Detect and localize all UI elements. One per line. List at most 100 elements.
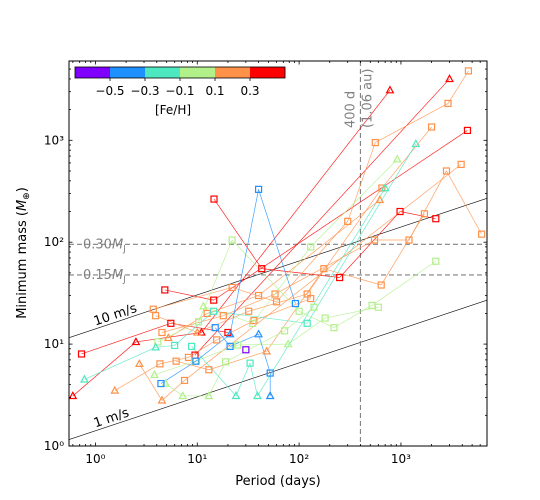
planet-marker-square — [158, 328, 166, 337]
colorbar-tick-label: −0.1 — [165, 84, 194, 98]
planet-marker-square — [242, 346, 250, 354]
planet-marker-triangle — [199, 301, 208, 310]
system-link — [249, 363, 258, 397]
planet-marker-square — [307, 294, 315, 303]
system-link — [208, 361, 226, 397]
system-link — [261, 268, 340, 278]
planet-marker-square — [344, 217, 352, 225]
system-link — [235, 363, 251, 397]
period-reference-label-au: (1.06 au) — [360, 69, 375, 128]
planet-marker-triangle — [380, 183, 390, 192]
planet-marker-triangle — [385, 85, 395, 94]
planet-marker-square — [184, 353, 193, 362]
system-link — [153, 287, 233, 310]
planet-marker-square — [420, 210, 429, 218]
planet-marker-square — [254, 291, 263, 300]
plot-frame — [68, 60, 488, 447]
planet-marker-square — [321, 314, 329, 322]
system-link — [380, 213, 425, 286]
mass-reference-label: 0.15MJ — [83, 268, 126, 285]
system-link — [225, 330, 285, 363]
planet-marker-triangle — [283, 339, 293, 348]
planet-marker-square — [161, 286, 169, 294]
system-link — [184, 164, 462, 381]
planet-marker-square — [442, 167, 451, 175]
planet-marker-square — [167, 319, 175, 327]
planet-marker-square — [478, 230, 486, 238]
planet-marker-square — [246, 359, 254, 367]
planet-marker-square — [210, 195, 218, 203]
y-axis-label-close: ) — [15, 187, 30, 192]
planet-marker-square — [377, 281, 385, 289]
planet-marker-square — [219, 312, 227, 320]
planet-marker-square — [157, 379, 165, 388]
planet-marker-square — [228, 236, 236, 244]
x-tick-label: 10⁰ — [85, 452, 105, 466]
planet-marker-triangle — [231, 391, 241, 400]
planet-marker-triangle — [178, 391, 188, 400]
planet-marker-triangle — [265, 391, 275, 400]
planet-marker-square — [371, 138, 379, 147]
colorbar-segment — [250, 67, 286, 78]
y-axis-label: Minimum mass (M⊕) — [15, 187, 32, 319]
colorbar-segment — [75, 67, 111, 78]
planet-marker-triangle — [192, 327, 202, 336]
y-tick-label-base: 10 — [44, 439, 59, 453]
planet-marker-square — [210, 296, 218, 304]
planet-marker-triangle — [204, 391, 214, 400]
colorbar-tick-label: 0.3 — [240, 84, 259, 98]
x-tick-label-exp: ¹ — [203, 452, 208, 466]
system-link — [84, 346, 156, 380]
y-tick-label: 10¹ — [44, 337, 64, 351]
planet-marker-triangle — [163, 333, 173, 342]
planet-marker-square — [463, 126, 472, 135]
planet-marker-square — [77, 350, 86, 358]
planet-marker-triangle — [150, 369, 159, 378]
planet-marker-triangle — [110, 385, 120, 394]
system-link — [229, 189, 259, 335]
planet-marker-square — [370, 236, 379, 244]
system-link — [310, 159, 398, 248]
planet-marker-square — [374, 303, 382, 311]
planet-marker-triangle — [411, 139, 421, 148]
system-link — [258, 199, 381, 296]
colorbar-segment — [215, 67, 251, 78]
y-tick-label-base: 10 — [44, 235, 59, 249]
system-link — [161, 315, 224, 333]
system-link — [287, 317, 326, 345]
system-link — [159, 357, 189, 365]
y-tick-label-exp: ³ — [59, 133, 64, 147]
planet-marker-triangle — [69, 391, 78, 400]
system-link — [201, 90, 391, 333]
x-tick-label-exp: ⁰ — [101, 452, 106, 466]
system-link — [237, 343, 289, 346]
system-link — [223, 293, 276, 317]
planet-marker-square — [291, 299, 300, 308]
x-tick-label-exp: ³ — [406, 452, 411, 466]
rv-semi-amplitude-line — [69, 198, 487, 338]
planet-marker-square — [444, 99, 452, 108]
data-markers — [69, 67, 486, 404]
planet-marker-square — [272, 298, 281, 306]
x-tick-label-base: 10 — [187, 452, 202, 466]
colorbar-label: [Fe/H] — [155, 103, 191, 117]
system-link — [447, 70, 469, 104]
system-link — [306, 187, 383, 295]
planet-marker-square — [180, 376, 189, 385]
planet-marker-square — [245, 307, 253, 315]
system-link — [176, 360, 209, 371]
system-link — [213, 130, 468, 301]
planet-marker-triangle — [151, 342, 161, 351]
system-link — [446, 170, 482, 235]
planet-marker-square — [464, 67, 473, 75]
planet-marker-triangle — [253, 391, 262, 400]
colorbar-segment — [180, 67, 216, 78]
system-link — [155, 315, 198, 333]
system-link — [284, 306, 315, 332]
system-link — [323, 268, 382, 286]
planet-marker-triangle — [254, 329, 263, 338]
system-connection-lines — [72, 70, 482, 401]
planet-marker-square — [249, 319, 257, 327]
system-link — [375, 103, 449, 143]
system-link — [139, 363, 163, 401]
